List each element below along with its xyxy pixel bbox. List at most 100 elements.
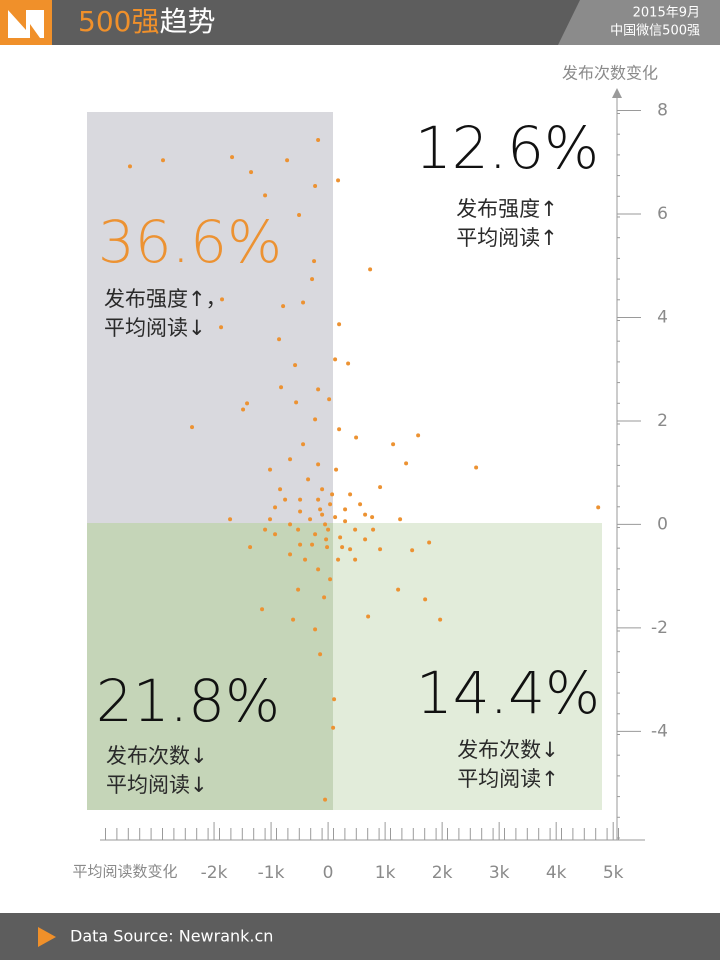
x-tick-label: 2k [432,863,453,883]
x-tick-label: 0 [323,863,334,883]
point [331,725,336,730]
point [298,497,303,502]
logo-mark [8,10,44,38]
point [316,387,321,392]
point [127,164,132,169]
point [354,435,359,440]
point [273,532,278,537]
title-rest: 趋势 [159,5,215,38]
point [310,542,315,547]
point [312,259,317,264]
point [318,507,323,512]
point [348,547,353,552]
point [334,467,339,472]
point [340,545,345,550]
quadrant-share: 21.8% [96,667,280,735]
y-tick-label: 4 [657,307,668,327]
x-tick-label: -1k [258,863,285,883]
point [327,397,332,402]
x-tick-label: 3k [489,863,510,883]
point [336,178,341,183]
point [297,213,302,218]
point [318,652,323,657]
x-tick-label: 1k [375,863,396,883]
point [263,193,268,198]
point [296,587,301,592]
point [310,277,315,282]
point [285,158,290,163]
point [288,522,293,527]
footer-bar [0,913,720,960]
point [423,597,428,602]
point [316,138,321,143]
x-tick-label: 4k [546,863,567,883]
point [277,337,282,342]
point [410,548,415,553]
point [325,545,330,550]
point [283,497,288,502]
y-tick-label: -2 [651,618,668,638]
point [336,557,341,562]
point [245,401,250,406]
point [378,485,383,490]
point [228,517,233,522]
quadrant-bg [333,523,602,810]
footer-source: Data Source: Newrank.cn [70,927,273,946]
x-tick-label: -2k [201,863,228,883]
y-axis-label: 发布次数变化 [562,64,658,83]
point [313,417,318,422]
y-axis-arrow [612,88,622,98]
point [322,595,327,600]
point [281,304,286,309]
point [427,540,432,545]
point [333,515,338,520]
quadrant-share: 12.6% [415,114,599,182]
header-title: 500强趋势 [78,5,215,38]
point [398,517,403,522]
point [337,427,342,432]
y-tick-label: -4 [651,721,668,741]
point [358,502,363,507]
quadrant-caption: 平均阅读↓ [104,316,206,340]
point [343,507,348,512]
point [371,527,376,532]
point [316,567,321,572]
point [346,361,351,366]
point [323,522,328,527]
quadrant-bg [87,523,333,810]
point [248,545,253,550]
quadrant-caption: 发布强度↑ [456,197,558,221]
quadrant-caption: 平均阅读↓ [106,773,208,797]
point [268,467,273,472]
y-tick-label: 0 [657,514,668,534]
point [249,170,254,175]
point [366,614,371,619]
point [268,517,273,522]
point [263,527,268,532]
y-tick-label: 6 [657,204,668,224]
point [316,462,321,467]
point [190,425,195,430]
point [288,457,293,462]
point [241,407,246,412]
point [313,184,318,189]
point [279,385,284,390]
point [363,537,368,542]
point [337,322,342,327]
quadrant-share: 36.6% [98,208,282,276]
quadrant-caption: 发布次数↓ [457,738,559,762]
quadrant-caption: 发布次数↓ [106,744,208,768]
y-tick-label: 8 [657,101,668,121]
quadrant-caption: 平均阅读↑ [456,226,558,250]
footer-icon [38,927,56,947]
point [328,577,333,582]
quadrant-caption: 发布强度↑， [104,287,227,311]
point [308,517,313,522]
point [296,527,301,532]
header-subtitle: 中国微信500强 [610,24,700,39]
x-axis-label: 平均阅读数变化 [72,863,177,881]
point [303,557,308,562]
y-tick-label: 2 [657,411,668,431]
y-minor-ticks [617,113,637,840]
